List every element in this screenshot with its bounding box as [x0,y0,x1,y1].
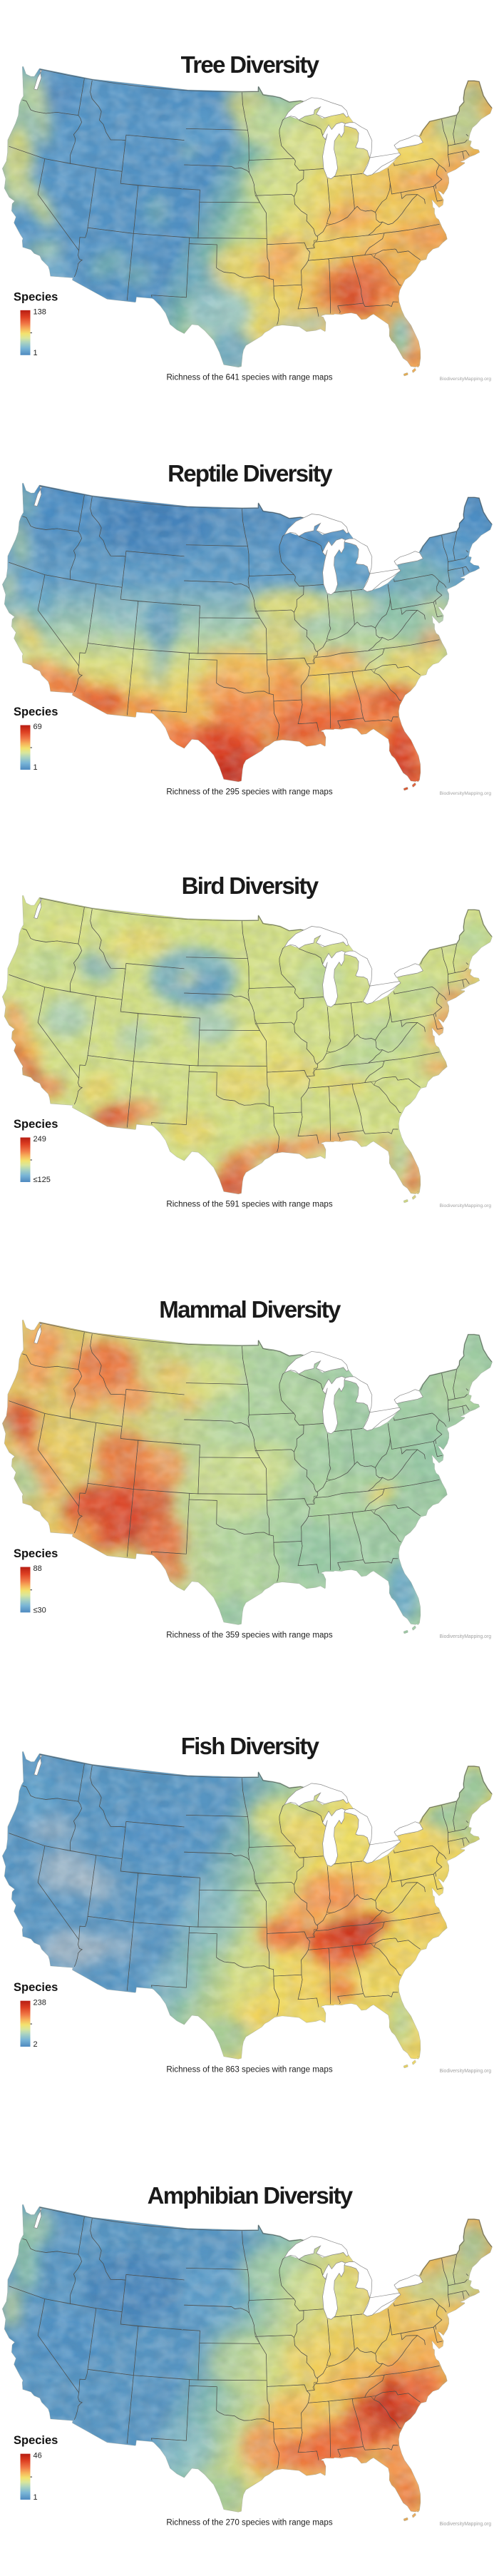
svg-text:Richness of the 641 species wi: Richness of the 641 species with range m… [166,373,332,382]
svg-text:BiodiversityMapping.org: BiodiversityMapping.org [440,2522,492,2527]
svg-text:1: 1 [34,2493,38,2502]
svg-text:≤30: ≤30 [34,1606,46,1614]
svg-text:Species: Species [14,1118,58,1131]
svg-text:69: 69 [34,723,42,731]
svg-text:Richness of the 863 species wi: Richness of the 863 species with range m… [166,2065,332,2074]
svg-text:Richness of the 591 species wi: Richness of the 591 species with range m… [166,1200,332,1209]
svg-text:≤125: ≤125 [34,1176,51,1184]
svg-text:138: 138 [33,307,46,316]
svg-text:Species: Species [14,290,58,303]
svg-text:Species: Species [14,1547,58,1560]
svg-text:BiodiversityMapping.org: BiodiversityMapping.org [440,377,492,382]
svg-text:2: 2 [34,2040,38,2049]
svg-text:238: 238 [34,1998,46,2007]
svg-text:Richness of the 270 species wi: Richness of the 270 species with range m… [166,2518,332,2527]
svg-text:BiodiversityMapping.org: BiodiversityMapping.org [440,2069,492,2074]
svg-text:Species: Species [14,706,58,718]
svg-text:46: 46 [34,2451,42,2460]
svg-text:Species: Species [14,2433,58,2447]
svg-text:Species: Species [14,1980,58,1994]
svg-text:BiodiversityMapping.org: BiodiversityMapping.org [440,1634,492,1639]
svg-text:1: 1 [34,763,38,772]
svg-text:BiodiversityMapping.org: BiodiversityMapping.org [439,1203,491,1208]
svg-text:88: 88 [34,1564,42,1573]
svg-text:249: 249 [34,1135,46,1144]
svg-text:Richness of the 359 species wi: Richness of the 359 species with range m… [166,1630,333,1639]
svg-text:BiodiversityMapping.org: BiodiversityMapping.org [439,791,491,796]
svg-text:1: 1 [33,349,37,357]
svg-text:Richness of the 295 species wi: Richness of the 295 species with range m… [166,788,332,797]
